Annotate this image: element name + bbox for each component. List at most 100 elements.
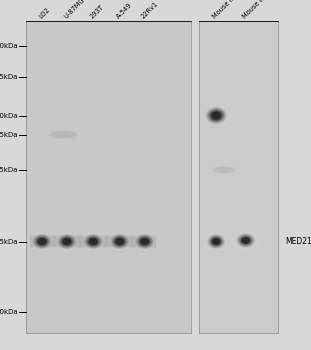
Ellipse shape xyxy=(211,112,221,119)
Text: Mouse liver: Mouse liver xyxy=(212,0,243,19)
Ellipse shape xyxy=(207,108,225,123)
Ellipse shape xyxy=(215,240,218,243)
Ellipse shape xyxy=(109,233,131,250)
Ellipse shape xyxy=(62,237,72,246)
Ellipse shape xyxy=(38,238,46,245)
Ellipse shape xyxy=(239,235,252,246)
Ellipse shape xyxy=(85,235,102,248)
Text: LO2: LO2 xyxy=(38,6,51,19)
Ellipse shape xyxy=(54,231,80,252)
Text: Mouse testis: Mouse testis xyxy=(241,0,275,19)
Ellipse shape xyxy=(133,232,156,251)
Ellipse shape xyxy=(137,236,152,247)
Ellipse shape xyxy=(107,231,132,252)
Ellipse shape xyxy=(134,233,155,250)
Ellipse shape xyxy=(89,238,98,245)
Ellipse shape xyxy=(58,234,76,249)
Ellipse shape xyxy=(215,241,217,242)
Text: 25kDa: 25kDa xyxy=(0,167,18,173)
Text: 293T: 293T xyxy=(89,3,105,19)
Ellipse shape xyxy=(108,232,132,251)
Ellipse shape xyxy=(140,237,150,246)
Ellipse shape xyxy=(119,241,121,242)
Ellipse shape xyxy=(135,234,154,249)
Ellipse shape xyxy=(64,239,69,244)
Ellipse shape xyxy=(81,232,105,251)
Ellipse shape xyxy=(140,238,149,245)
Ellipse shape xyxy=(215,115,217,116)
Ellipse shape xyxy=(143,240,146,243)
Ellipse shape xyxy=(118,240,121,243)
Ellipse shape xyxy=(236,233,256,248)
Ellipse shape xyxy=(82,233,104,250)
Ellipse shape xyxy=(55,232,79,251)
Ellipse shape xyxy=(211,238,221,245)
Ellipse shape xyxy=(40,240,44,243)
Ellipse shape xyxy=(208,108,225,122)
Ellipse shape xyxy=(58,235,75,248)
Text: 22Rv1: 22Rv1 xyxy=(140,0,160,19)
Bar xyxy=(30,237,156,246)
Ellipse shape xyxy=(36,237,48,246)
Bar xyxy=(30,233,156,250)
Ellipse shape xyxy=(244,239,247,242)
Text: 55kDa: 55kDa xyxy=(0,74,18,80)
Ellipse shape xyxy=(207,234,225,248)
Ellipse shape xyxy=(208,235,224,248)
Ellipse shape xyxy=(111,235,128,248)
Ellipse shape xyxy=(214,239,218,244)
Ellipse shape xyxy=(60,236,74,247)
Ellipse shape xyxy=(241,237,250,244)
Bar xyxy=(30,234,156,249)
Ellipse shape xyxy=(206,107,226,124)
Ellipse shape xyxy=(142,239,147,244)
Bar xyxy=(30,237,156,246)
Ellipse shape xyxy=(211,111,222,120)
Ellipse shape xyxy=(210,236,222,247)
Ellipse shape xyxy=(91,239,96,244)
Ellipse shape xyxy=(34,235,50,248)
Ellipse shape xyxy=(203,105,229,126)
Ellipse shape xyxy=(212,238,220,245)
Text: 15kDa: 15kDa xyxy=(0,238,18,245)
Ellipse shape xyxy=(114,237,126,246)
Ellipse shape xyxy=(112,236,128,247)
Ellipse shape xyxy=(63,239,70,244)
Ellipse shape xyxy=(211,237,221,246)
Ellipse shape xyxy=(138,236,151,247)
Ellipse shape xyxy=(37,237,47,246)
Ellipse shape xyxy=(29,231,55,252)
Ellipse shape xyxy=(87,237,99,246)
Bar xyxy=(30,236,156,247)
Ellipse shape xyxy=(213,239,219,244)
Ellipse shape xyxy=(59,236,75,247)
Ellipse shape xyxy=(210,110,223,121)
Ellipse shape xyxy=(207,234,225,249)
Ellipse shape xyxy=(34,236,50,247)
Bar xyxy=(30,233,156,250)
Ellipse shape xyxy=(233,231,258,250)
Text: MED21: MED21 xyxy=(285,237,311,246)
Ellipse shape xyxy=(41,241,43,242)
Text: 70kDa: 70kDa xyxy=(0,42,18,49)
Ellipse shape xyxy=(113,236,127,247)
Ellipse shape xyxy=(235,232,257,249)
Ellipse shape xyxy=(31,233,53,250)
Bar xyxy=(26,21,191,332)
Text: 10kDa: 10kDa xyxy=(0,308,18,315)
Ellipse shape xyxy=(209,110,224,121)
Ellipse shape xyxy=(237,234,254,247)
Ellipse shape xyxy=(245,240,247,241)
Bar xyxy=(30,235,156,248)
Ellipse shape xyxy=(139,237,151,246)
Ellipse shape xyxy=(92,240,95,243)
Ellipse shape xyxy=(204,232,228,251)
Text: 35kDa: 35kDa xyxy=(0,132,18,138)
Ellipse shape xyxy=(238,234,253,246)
Ellipse shape xyxy=(83,233,104,250)
Ellipse shape xyxy=(33,234,51,249)
Ellipse shape xyxy=(140,238,149,245)
Ellipse shape xyxy=(115,238,124,245)
Ellipse shape xyxy=(212,112,220,119)
Text: 40kDa: 40kDa xyxy=(0,112,18,119)
